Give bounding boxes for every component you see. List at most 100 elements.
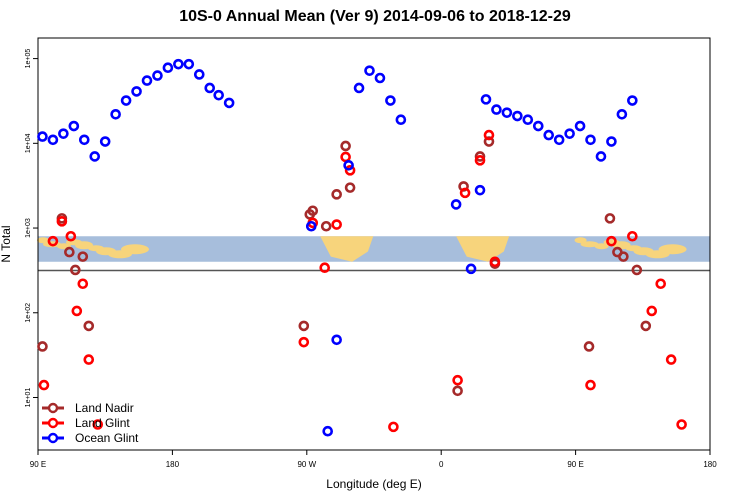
y-axis-label: N Total: [0, 225, 13, 262]
africa-land: [456, 236, 510, 262]
data-point: [606, 136, 617, 147]
data-point: [483, 136, 495, 147]
data-point: [491, 104, 502, 115]
data-point: [298, 336, 310, 348]
y-tick-label-0: 1e+01: [25, 388, 32, 408]
data-point: [173, 58, 184, 70]
data-point: [574, 120, 586, 132]
data-point: [162, 62, 174, 74]
data-point: [585, 379, 596, 391]
legend-marker-2: [47, 432, 59, 444]
world-map-strip: [37, 236, 710, 262]
data-point: [152, 70, 163, 81]
x-axis-label: Longitude (deg E): [326, 477, 421, 491]
ocean-strip: [38, 236, 710, 262]
data-point: [385, 95, 396, 106]
data-point: [131, 86, 142, 97]
data-point: [56, 216, 68, 227]
data-point: [450, 199, 462, 210]
data-point: [585, 134, 596, 146]
data-point: [37, 341, 48, 352]
data-point: [474, 151, 486, 162]
y-tick-label-2: 1e+03: [25, 218, 32, 238]
data-point: [183, 58, 195, 70]
indonesia-west-island-8: [121, 244, 149, 255]
y-tick-label-3: 1e+04: [25, 133, 32, 153]
data-point: [64, 246, 75, 258]
data-point: [388, 421, 399, 433]
data-point: [553, 134, 565, 146]
data-point: [331, 219, 342, 230]
data-point: [65, 230, 77, 242]
legend-marker-0: [47, 402, 59, 414]
data-point: [47, 235, 59, 247]
data-point: [676, 419, 687, 430]
data-point: [474, 155, 486, 166]
x-tick-label-3: 0: [439, 460, 444, 469]
data-point: [120, 95, 132, 106]
data-point: [307, 205, 319, 217]
x-axis-ticks: 90 E 180 90 W 0 90 E 180: [30, 450, 717, 469]
data-point: [193, 69, 205, 80]
south-america-land: [320, 236, 374, 262]
indonesia-east-island-0: [574, 237, 587, 244]
data-point: [83, 320, 95, 332]
data-point: [83, 354, 95, 365]
data-point: [631, 264, 643, 276]
x-tick-label-4: 90 E: [567, 460, 583, 469]
series-ocean-glint: [37, 58, 638, 437]
data-point: [595, 151, 607, 162]
data-point: [70, 264, 81, 276]
legend-label-2: Ocean Glint: [75, 431, 139, 445]
data-point: [522, 114, 534, 125]
data-point: [110, 109, 121, 120]
data-point: [543, 129, 555, 141]
data-point: [340, 151, 351, 163]
x-tick-label-1: 180: [166, 460, 180, 469]
data-point: [465, 263, 477, 275]
data-point: [223, 97, 235, 109]
data-point: [320, 220, 332, 232]
data-point: [483, 129, 495, 141]
data-point: [655, 278, 667, 290]
legend-label-0: Land Nadir: [75, 401, 134, 415]
data-point: [92, 419, 104, 430]
data-point: [646, 305, 658, 317]
indonesia-east-island-2: [594, 243, 609, 250]
data-point: [58, 128, 69, 139]
legend-marker-1: [47, 417, 59, 429]
data-point: [78, 134, 90, 146]
data-point: [344, 165, 356, 176]
data-point: [99, 136, 111, 147]
data-point: [606, 235, 617, 247]
data-point: [452, 374, 463, 386]
data-point: [459, 187, 471, 199]
data-point: [331, 334, 342, 346]
data-point: [213, 89, 224, 101]
data-point: [512, 110, 523, 122]
data-point: [532, 120, 544, 132]
data-point: [452, 385, 463, 397]
data-point: [37, 131, 48, 142]
chart-title: 10S-0 Annual Mean (Ver 9) 2014-09-06 to …: [179, 8, 571, 25]
y-tick-label-4: 1e+05: [25, 49, 32, 69]
data-point: [480, 94, 492, 105]
data-point: [340, 140, 351, 152]
data-point: [364, 65, 375, 76]
data-point: [343, 160, 354, 171]
data-point: [501, 107, 513, 118]
data-point: [68, 120, 80, 132]
x-tick-label-0: 90 E: [30, 460, 46, 469]
data-point: [47, 134, 59, 146]
x-tick-label-2: 90 W: [297, 460, 316, 469]
data-point: [640, 320, 652, 332]
data-point: [564, 128, 575, 139]
data-point: [489, 256, 501, 268]
y-tick-label-1: 1e+02: [25, 303, 32, 323]
data-point: [583, 341, 595, 352]
data-point: [618, 251, 629, 262]
data-point: [627, 230, 638, 242]
data-point: [374, 72, 386, 84]
